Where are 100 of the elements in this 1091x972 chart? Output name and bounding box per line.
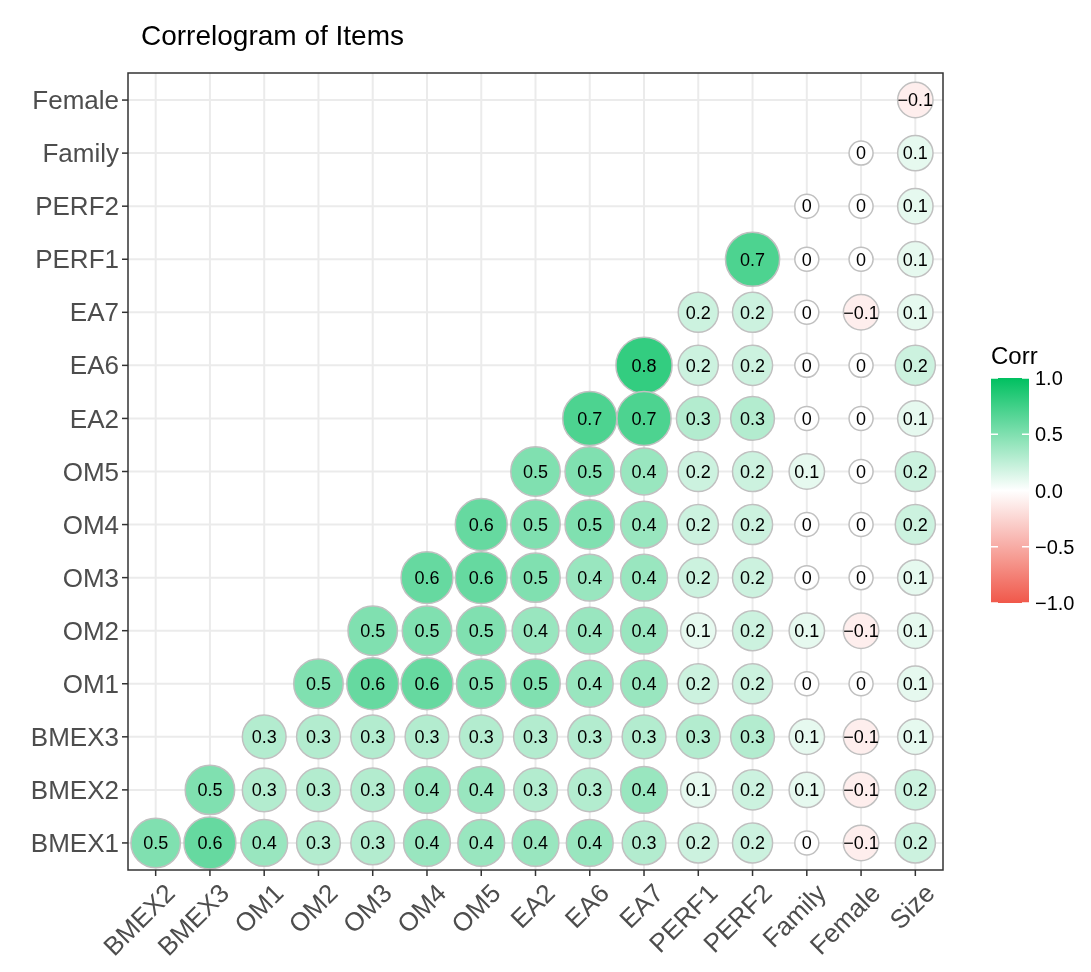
data-label: 0.4 <box>577 674 603 695</box>
data-label: 0.4 <box>577 620 603 641</box>
data-label: 0.5 <box>143 833 169 854</box>
color-bar-label: 1.0 <box>1035 367 1063 389</box>
data-label: 0.1 <box>902 196 928 217</box>
data-label: 0.2 <box>902 355 928 376</box>
color-bar-title: Corr <box>991 342 1038 369</box>
data-label: 0.4 <box>631 514 657 535</box>
color-bar-label: 0.0 <box>1035 479 1063 502</box>
data-label: 0.1 <box>794 780 820 801</box>
data-label: 0.3 <box>251 727 277 748</box>
data-label: 0.3 <box>577 727 603 748</box>
data-label: 0 <box>801 674 812 695</box>
x-tick-label: Size <box>883 877 941 935</box>
data-label: 0.4 <box>631 461 657 482</box>
data-label: 0.6 <box>414 567 440 588</box>
data-label: 0.1 <box>794 727 820 748</box>
y-tick-label: Family <box>42 138 119 169</box>
y-tick-label: PERF2 <box>35 191 119 222</box>
data-label: 0.3 <box>305 780 331 801</box>
data-label: 0.3 <box>685 408 711 429</box>
data-label: 0.4 <box>468 833 494 854</box>
data-label: 0.4 <box>414 833 440 854</box>
data-label: −0.1 <box>843 620 879 641</box>
data-label: 0.2 <box>740 461 766 482</box>
data-label: 0.3 <box>360 833 386 854</box>
y-tick-label: Female <box>32 85 119 116</box>
data-label: 0.2 <box>902 780 928 801</box>
data-label: 0 <box>801 833 812 854</box>
data-label: 0.7 <box>631 408 657 429</box>
data-label: 0.3 <box>360 727 386 748</box>
data-label: 0.1 <box>685 620 711 641</box>
data-label: 0 <box>856 461 867 482</box>
data-label: −0.1 <box>897 90 934 111</box>
data-label: 0.2 <box>685 514 711 535</box>
data-label: 0.2 <box>685 567 711 588</box>
color-bar-label: −0.5 <box>1035 535 1075 558</box>
data-label: 0.6 <box>468 514 494 535</box>
data-label: 0.1 <box>794 461 820 482</box>
chart-title: Correlogram of Items <box>141 20 404 51</box>
data-label: 0.8 <box>631 355 657 376</box>
data-label: 0.5 <box>522 674 549 695</box>
data-label: 0.5 <box>468 674 494 695</box>
data-label: 0 <box>801 302 812 323</box>
data-label: 0 <box>801 408 812 429</box>
data-label: 0.5 <box>522 461 549 482</box>
data-label: 0.1 <box>902 674 928 695</box>
data-label: 0.6 <box>360 674 386 695</box>
data-label: 0.3 <box>522 727 549 748</box>
data-label: 0 <box>801 514 812 535</box>
x-tick-label: EA6 <box>558 877 615 934</box>
data-label: 0.3 <box>468 727 494 748</box>
data-label: 0.2 <box>740 620 766 641</box>
data-label: 0.2 <box>902 514 928 535</box>
data-label: 0.3 <box>305 727 331 748</box>
data-label: 0.7 <box>577 408 603 429</box>
data-label: 0 <box>856 514 867 535</box>
y-tick-label: EA7 <box>69 297 119 328</box>
data-label: 0.6 <box>197 833 223 854</box>
data-label: 0 <box>801 567 812 588</box>
data-label: 0 <box>856 249 867 270</box>
data-label: 0 <box>801 355 812 376</box>
data-label: 0.1 <box>902 727 928 748</box>
data-label: 0.4 <box>522 833 549 854</box>
y-tick-label: OM1 <box>62 668 119 699</box>
data-label: 0.2 <box>740 674 766 695</box>
y-tick-label: OM5 <box>62 456 119 487</box>
data-label: 0 <box>856 567 867 588</box>
data-label: 0.1 <box>902 249 928 270</box>
data-label: 0.4 <box>251 833 277 854</box>
data-label: 0.3 <box>305 833 331 854</box>
data-label: 0.3 <box>685 727 711 748</box>
data-label: 0 <box>801 196 812 217</box>
y-tick-label: BMEX2 <box>30 774 119 805</box>
data-label: 0.1 <box>902 620 928 641</box>
y-tick-label: BMEX3 <box>30 721 119 752</box>
data-label: 0.5 <box>522 514 549 535</box>
y-tick-label: BMEX1 <box>30 828 119 859</box>
data-label: 0.5 <box>360 620 386 641</box>
y-tick-label: OM2 <box>62 615 119 646</box>
data-label: 0 <box>856 196 867 217</box>
data-label: 0.1 <box>902 567 928 588</box>
data-label: −0.1 <box>843 780 879 801</box>
data-label: 0.3 <box>360 780 386 801</box>
data-label: 0.4 <box>414 780 440 801</box>
data-label: −0.1 <box>843 302 879 323</box>
data-label: 0.2 <box>685 461 711 482</box>
data-label: 0.6 <box>468 567 494 588</box>
data-label: 0.1 <box>902 408 928 429</box>
data-label: 0 <box>856 674 867 695</box>
data-label: 0.2 <box>685 302 711 323</box>
data-label: 0 <box>801 249 812 270</box>
data-label: −0.1 <box>843 727 879 748</box>
y-tick-label: PERF1 <box>35 244 119 275</box>
data-label: 0.3 <box>740 727 766 748</box>
data-label: 0.2 <box>685 355 711 376</box>
data-label: 0.4 <box>577 833 603 854</box>
data-label: 0.4 <box>522 620 549 641</box>
data-label: 0.1 <box>685 780 711 801</box>
data-label: 0.1 <box>902 143 928 164</box>
